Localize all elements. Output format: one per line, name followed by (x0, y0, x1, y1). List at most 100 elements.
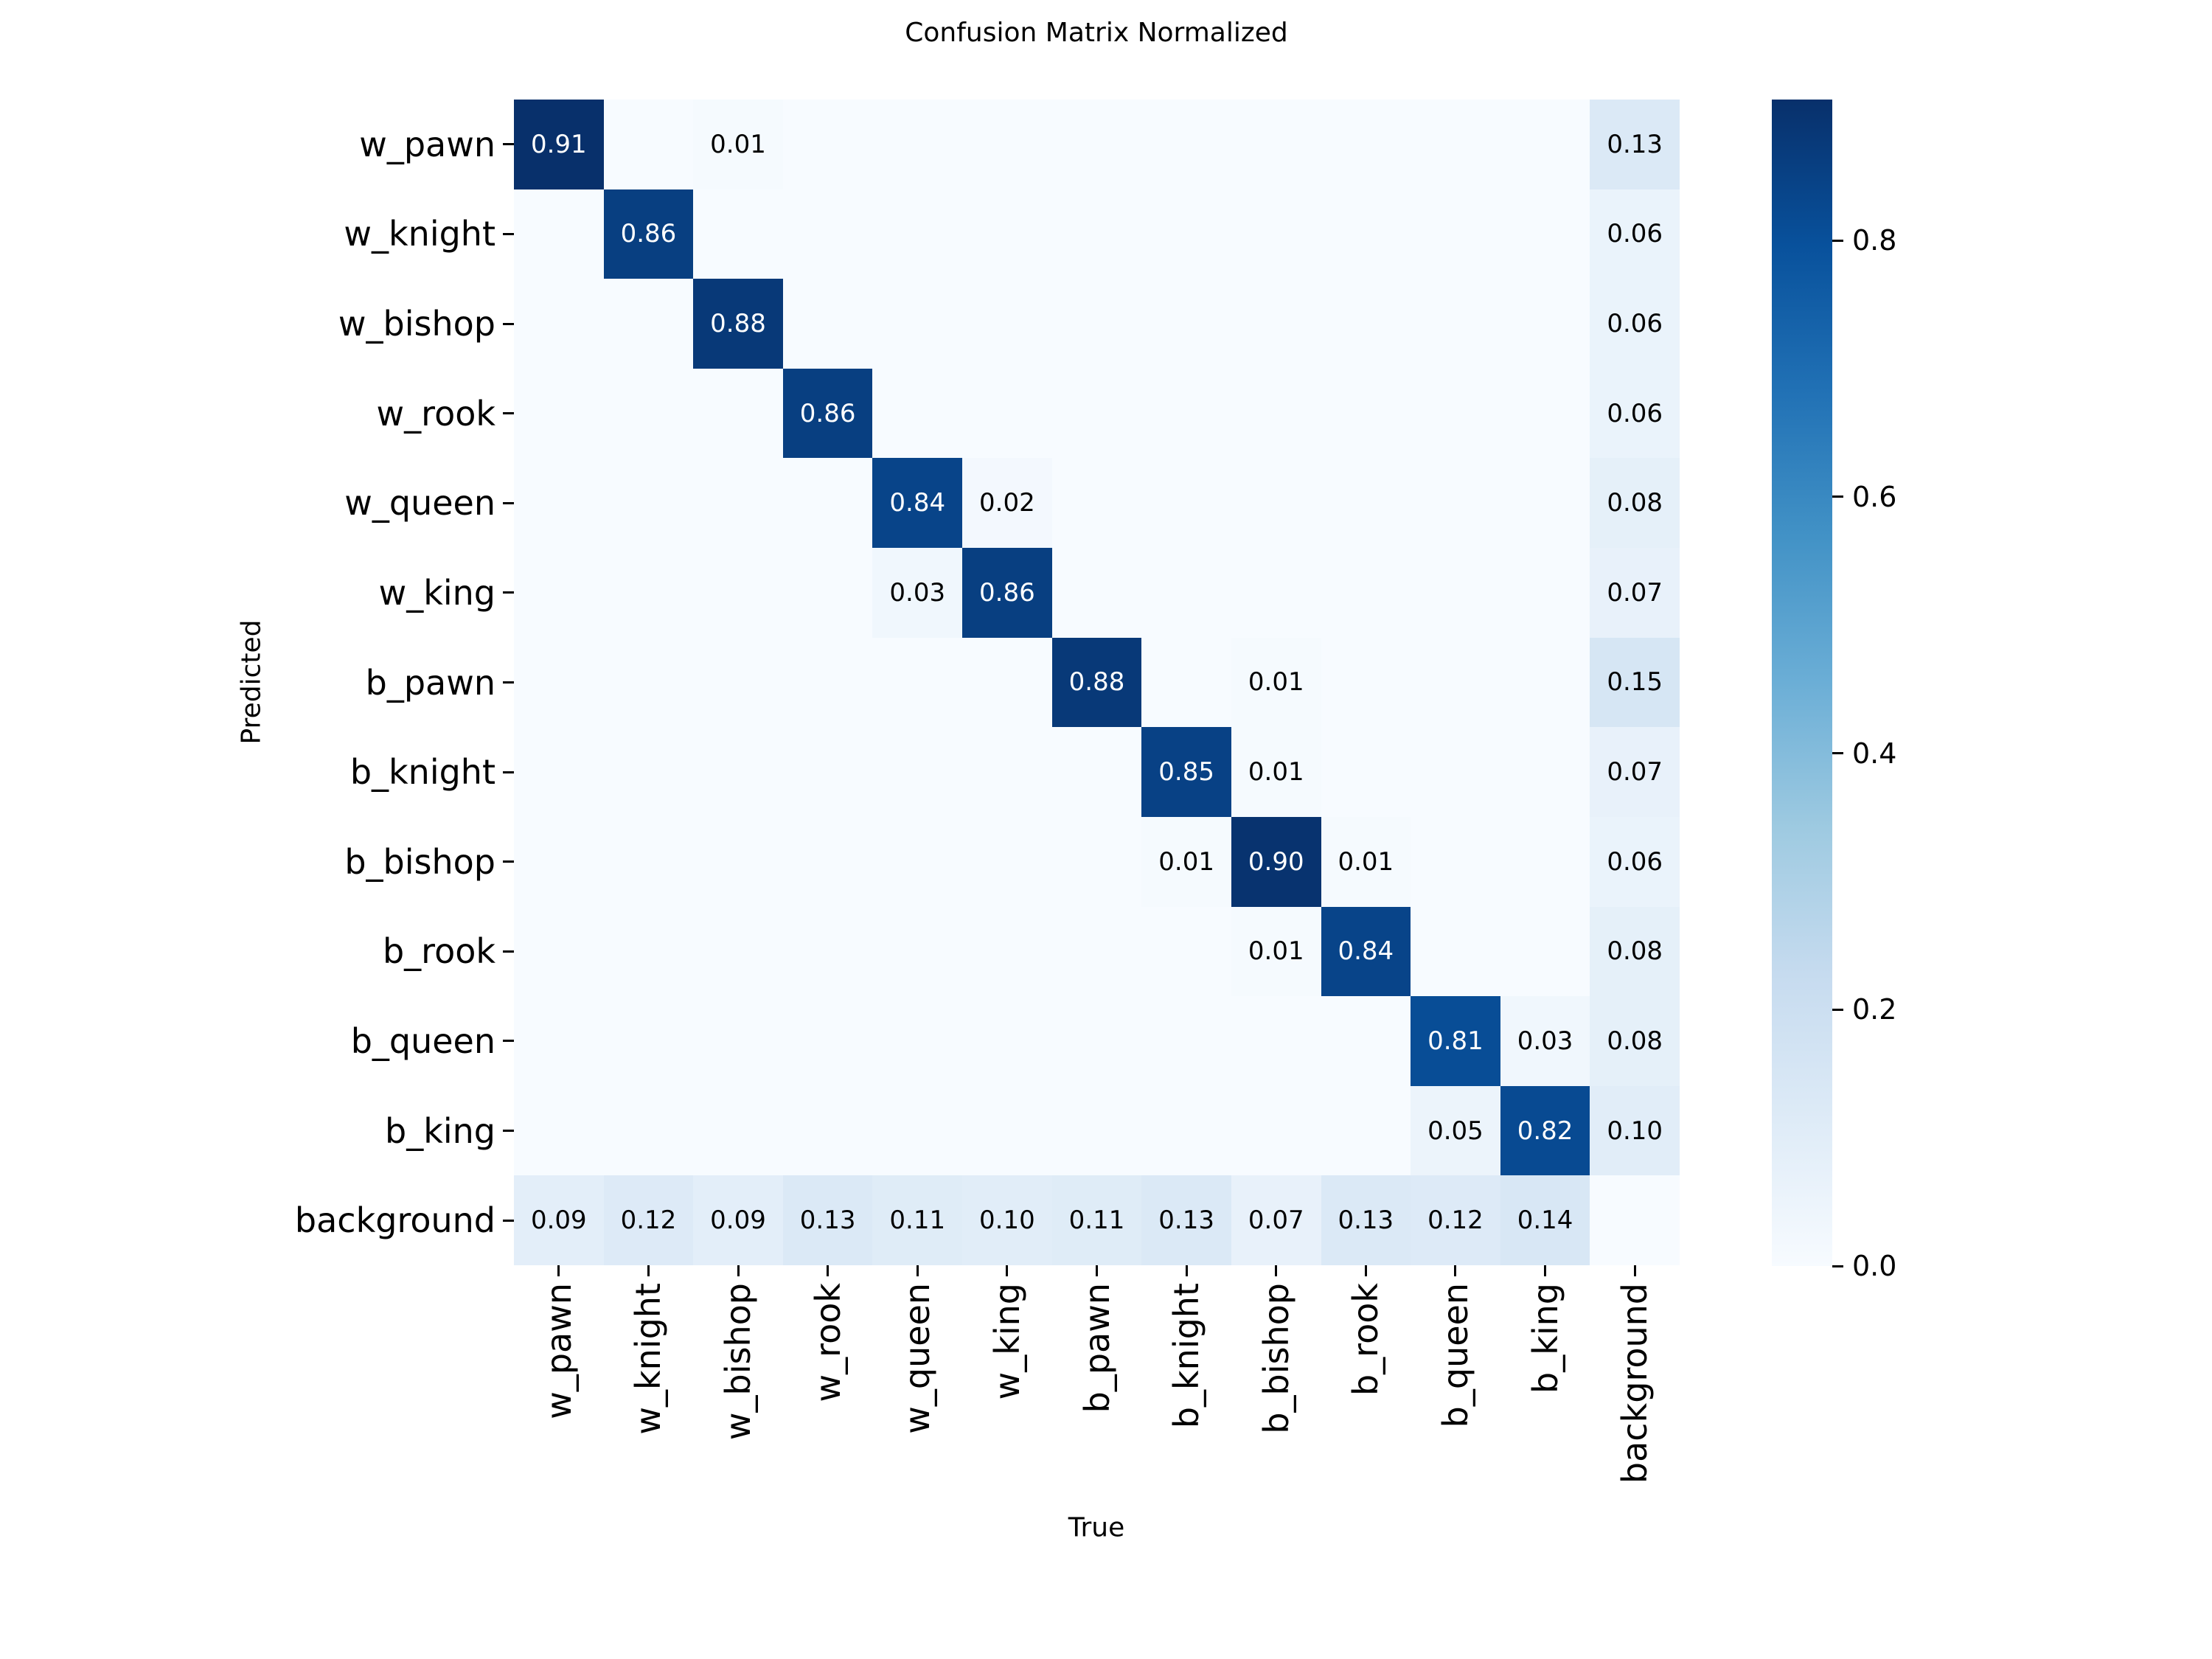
heatmap-cell (1411, 279, 1500, 369)
heatmap-cell (1051, 279, 1142, 369)
heatmap-cell: 0.90 (1231, 816, 1321, 907)
heatmap-cell: 0.82 (1500, 1085, 1590, 1176)
heatmap-cell (962, 279, 1052, 369)
heatmap-cell (1231, 458, 1321, 549)
heatmap-cell (782, 996, 873, 1086)
x-tick-mark (1096, 1265, 1098, 1276)
heatmap-cell: 0.06 (1590, 816, 1680, 907)
heatmap-cell (872, 279, 963, 369)
x-tick-mark (916, 1265, 919, 1276)
colorbar-tick-mark (1832, 239, 1843, 242)
heatmap-cell (1051, 816, 1142, 907)
heatmap-cell: 0.84 (872, 458, 963, 549)
y-tick-mark (503, 322, 514, 325)
heatmap-cell: 0.84 (1321, 906, 1411, 997)
heatmap-cell (782, 189, 873, 279)
heatmap-cell (1051, 548, 1142, 638)
heatmap-cell: 0.08 (1590, 458, 1680, 549)
y-tick-label: b_king (385, 1110, 495, 1151)
colorbar-tick-label: 0.4 (1852, 737, 1897, 770)
colorbar-tick-label: 0.8 (1852, 224, 1897, 257)
heatmap-cell (1231, 1085, 1321, 1176)
heatmap-cell (1500, 637, 1590, 728)
y-tick-label: w_king (378, 572, 495, 613)
heatmap-cell (514, 279, 604, 369)
heatmap-cell (782, 637, 873, 728)
heatmap-cell (1231, 996, 1321, 1086)
heatmap-cell: 0.09 (514, 1175, 604, 1265)
y-tick-label: b_bishop (344, 841, 495, 882)
heatmap-cell: 0.07 (1590, 727, 1680, 817)
heatmap-cell: 0.08 (1590, 996, 1680, 1086)
heatmap-cell (1500, 727, 1590, 817)
heatmap-cell: 0.07 (1590, 548, 1680, 638)
heatmap-cell (1141, 100, 1231, 189)
heatmap-cell (603, 548, 694, 638)
heatmap-cell (962, 637, 1052, 728)
heatmap-cell: 0.86 (782, 368, 873, 459)
heatmap-cell (1051, 368, 1142, 459)
heatmap-cell (1141, 368, 1231, 459)
heatmap-cell (693, 727, 783, 817)
heatmap-cell (693, 458, 783, 549)
heatmap-cell (1321, 368, 1411, 459)
heatmap-cell: 0.12 (603, 1175, 694, 1265)
heatmap-cell (962, 368, 1052, 459)
x-tick-label: b_pawn (1077, 1283, 1117, 1413)
y-tick-label: b_queen (350, 1020, 495, 1061)
x-tick-label: w_knight (628, 1283, 669, 1435)
heatmap-cell: 0.85 (1141, 727, 1231, 817)
heatmap-cell: 0.14 (1500, 1175, 1590, 1265)
y-tick-mark (503, 412, 514, 415)
heatmap-cell: 0.88 (1051, 637, 1142, 728)
heatmap-cell (603, 100, 694, 189)
heatmap-cell (1321, 1085, 1411, 1176)
heatmap-cell (1141, 279, 1231, 369)
heatmap-cell (514, 906, 604, 997)
x-tick-mark (737, 1265, 740, 1276)
x-tick-mark (647, 1265, 650, 1276)
heatmap-cell (1141, 996, 1231, 1086)
heatmap-cell (962, 189, 1052, 279)
y-tick-label: b_knight (349, 752, 495, 793)
heatmap-cell (1321, 279, 1411, 369)
heatmap-cell (1411, 816, 1500, 907)
x-tick-mark (557, 1265, 560, 1276)
x-tick-mark (1275, 1265, 1278, 1276)
heatmap-cell (1411, 189, 1500, 279)
heatmap-cell (1321, 637, 1411, 728)
x-tick-mark (1633, 1265, 1636, 1276)
heatmap-cell (1411, 458, 1500, 549)
heatmap-cell (1411, 368, 1500, 459)
heatmap-cell: 0.07 (1231, 1175, 1321, 1265)
heatmap-cell (1500, 548, 1590, 638)
heatmap-cell (872, 1085, 963, 1176)
heatmap-cell (962, 816, 1052, 907)
heatmap-cell (514, 816, 604, 907)
y-tick-mark (503, 681, 514, 684)
heatmap-cell (1500, 816, 1590, 907)
heatmap-cell (1051, 458, 1142, 549)
heatmap-cell (603, 279, 694, 369)
x-tick-label: b_knight (1166, 1283, 1207, 1429)
heatmap-cell (1411, 906, 1500, 997)
x-tick-label: w_king (987, 1283, 1027, 1400)
heatmap-cell (514, 548, 604, 638)
y-tick-label: w_knight (344, 214, 495, 254)
heatmap-cell (514, 727, 604, 817)
heatmap-cell (1500, 189, 1590, 279)
y-tick-mark (503, 860, 514, 863)
heatmap-cell: 0.86 (962, 548, 1052, 638)
heatmap-cell (1141, 458, 1231, 549)
x-tick-label: w_pawn (538, 1283, 579, 1419)
heatmap-cell: 0.11 (1051, 1175, 1142, 1265)
heatmap-cell (962, 727, 1052, 817)
heatmap-cell: 0.01 (1321, 816, 1411, 907)
heatmap-cell (1051, 996, 1142, 1086)
y-tick-mark (503, 950, 514, 953)
heatmap-cell (514, 458, 604, 549)
heatmap-cell (1321, 189, 1411, 279)
heatmap-cell (1500, 368, 1590, 459)
heatmap-cell (872, 816, 963, 907)
